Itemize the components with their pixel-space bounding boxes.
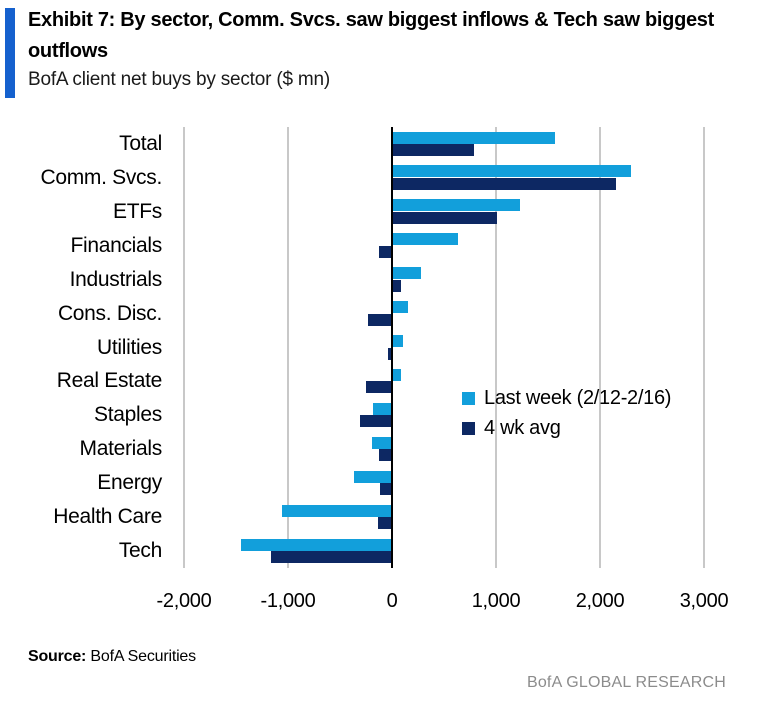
bar-last-week-tech [241,538,392,551]
bar-last-week-financials [392,233,459,246]
category-label-total: Total [119,131,162,155]
bar-last-week-comm-svcs [392,165,632,178]
bar-last-week-health-care [282,504,392,517]
gridline [495,127,497,568]
category-label-staples: Staples [94,403,162,427]
category-label-etfs: ETFs [113,199,162,223]
bar-4wk-avg-health-care [378,517,392,530]
category-label-health-care: Health Care [53,505,162,529]
source-label: Source: [28,648,87,665]
exhibit-subtitle: BofA client net buys by sector ($ mn) [28,69,331,90]
value-axis: -2,000 -1,000 0 1,000 2,000 3,000 [0,590,758,616]
plot-area [183,127,705,568]
legend-swatch-4wk-avg [462,422,475,435]
exhibit-title: Exhibit 7: By sector, Comm. Svcs. saw bi… [28,9,714,62]
x-tick-label-3000: 3,000 [679,590,729,612]
x-tick-label--1000: -1,000 [260,590,316,612]
title-accent-bar [5,8,15,98]
category-axis: Total Comm. Svcs. ETFs Financials Industrial… [0,127,168,568]
bar-4wk-avg-materials [379,449,392,462]
legend-item-last-week: Last week (2/12-2/16) [462,387,671,410]
bar-last-week-staples [372,402,392,415]
chart-legend: Last week (2/12-2/16) 4 wk avg [462,387,671,447]
bar-4wk-avg-industrials [392,279,401,292]
zero-axis-line [391,127,393,568]
bar-4wk-avg-energy [379,483,392,496]
brand-footer: BofA GLOBAL RESEARCH [526,674,726,691]
category-label-cons-disc: Cons. Disc. [57,301,162,325]
bar-4wk-avg-staples [359,415,392,428]
x-tick-label-1000: 1,000 [471,590,521,612]
category-label-utilities: Utilities [97,335,162,359]
bar-4wk-avg-etfs [392,211,498,224]
category-label-industrials: Industrials [69,267,163,291]
bar-4wk-avg-cons-disc [368,313,392,326]
bar-4wk-avg-tech [270,551,392,564]
legend-swatch-last-week [462,392,475,405]
category-label-real-estate: Real Estate [56,369,163,393]
category-label-materials: Materials [79,437,163,461]
legend-label-last-week: Last week (2/12-2/16) [484,387,672,409]
bar-last-week-etfs [392,199,521,212]
bar-4wk-avg-real-estate [366,381,392,394]
bar-last-week-energy [354,470,392,483]
bar-last-week-total [392,131,556,144]
bar-last-week-materials [371,436,392,449]
bar-last-week-utilities [392,335,404,348]
category-label-energy: Energy [97,471,162,495]
bar-last-week-industrials [392,267,421,280]
legend-label-4wk-avg: 4 wk avg [484,417,561,439]
x-tick-label--2000: -2,000 [156,590,212,612]
category-label-comm-svcs: Comm. Svcs. [40,165,162,189]
x-tick-label-2000: 2,000 [575,590,625,612]
bar-4wk-avg-comm-svcs [392,177,616,190]
legend-item-4wk-avg: 4 wk avg [462,417,671,440]
category-label-financials: Financials [70,233,162,257]
gridline [183,127,185,568]
bar-last-week-real-estate [392,368,402,381]
gridline [287,127,289,568]
gridline [703,127,705,568]
gridline [599,127,601,568]
source-note: Source: BofA Securities [28,648,196,666]
x-tick-label-0: 0 [386,590,398,612]
bar-4wk-avg-total [392,144,474,156]
bar-last-week-cons-disc [392,301,408,314]
bar-4wk-avg-financials [379,245,392,258]
source-value: BofA Securities [86,648,196,665]
bar-4wk-avg-utilities [387,347,392,360]
category-label-tech: Tech [118,539,162,563]
